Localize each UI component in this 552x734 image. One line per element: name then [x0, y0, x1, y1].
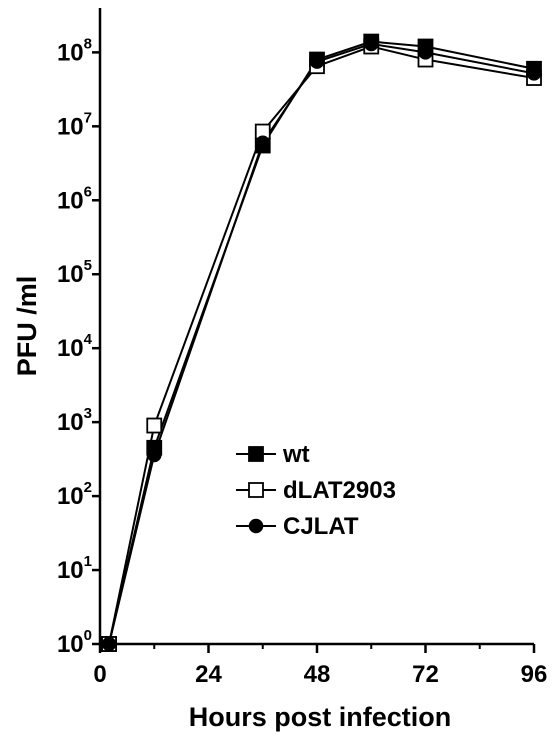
legend-label-cjlat: CJLAT [283, 513, 359, 540]
y-tick-base: 10 [57, 409, 84, 436]
series-lines [108, 40, 535, 645]
y-tick-label: 106 [57, 183, 92, 214]
y-tick-exponent: 5 [84, 257, 92, 274]
y-tick-base: 10 [57, 335, 84, 362]
data-point-cjlat [418, 45, 433, 60]
y-tick-exponent: 8 [84, 35, 92, 52]
data-point-cjlat [147, 447, 162, 463]
data-point-cjlat [309, 54, 325, 69]
legend: wt dLAT2903 CJLAT [236, 441, 396, 540]
data-point-cjlat [101, 636, 117, 652]
series-line-dlat2903 [108, 45, 535, 645]
y-tick-label: 105 [57, 257, 92, 288]
y-tick-base: 10 [57, 483, 84, 510]
data-point-dlat2903 [146, 417, 163, 434]
x-tick-label: 24 [195, 661, 222, 688]
y-tick-base: 10 [57, 261, 84, 288]
data-point-cjlat [255, 135, 270, 150]
y-tick-exponent: 1 [84, 553, 92, 570]
y-tick-label: 108 [57, 35, 92, 66]
x-tick-label: 48 [304, 661, 331, 688]
y-tick-base: 10 [57, 557, 84, 584]
y-tick-label: 102 [57, 479, 92, 510]
series-line-cjlat [108, 42, 535, 645]
y-tick-exponent: 2 [84, 479, 92, 496]
x-tick-label: 72 [412, 661, 439, 688]
y-tick-exponent: 3 [84, 405, 92, 422]
legend-marker-wt [248, 446, 264, 462]
legend-label-dlat2903: dLAT2903 [283, 477, 396, 504]
y-axis-title: PFU /ml [12, 276, 42, 377]
y-tick-label: 104 [57, 331, 93, 362]
y-tick-base: 10 [57, 113, 84, 140]
y-tick-exponent: 0 [84, 627, 92, 644]
y-tick-base: 10 [57, 39, 84, 66]
legend-marker-dlat2903 [248, 482, 264, 498]
y-tick-base: 10 [57, 631, 84, 658]
axes [98, 8, 534, 646]
data-point-cjlat [526, 66, 542, 81]
legend-marker-cjlat [248, 518, 264, 534]
series-markers [101, 33, 542, 652]
data-point-cjlat [364, 36, 379, 52]
legend-label-wt: wt [282, 441, 310, 468]
y-tick-label: 101 [57, 553, 92, 584]
x-axis-title: Hours post infection [189, 702, 452, 732]
y-tick-exponent: 6 [84, 183, 92, 200]
y-tick-label: 100 [57, 627, 92, 658]
x-tick-label: 0 [93, 661, 106, 688]
y-tick-exponent: 4 [84, 331, 93, 348]
y-tick-label: 103 [57, 405, 92, 436]
x-tick-label: 96 [521, 661, 548, 688]
y-tick-exponent: 7 [84, 109, 92, 126]
series-line-wt [108, 40, 535, 645]
y-tick-base: 10 [57, 187, 84, 214]
y-tick-label: 107 [57, 109, 92, 140]
